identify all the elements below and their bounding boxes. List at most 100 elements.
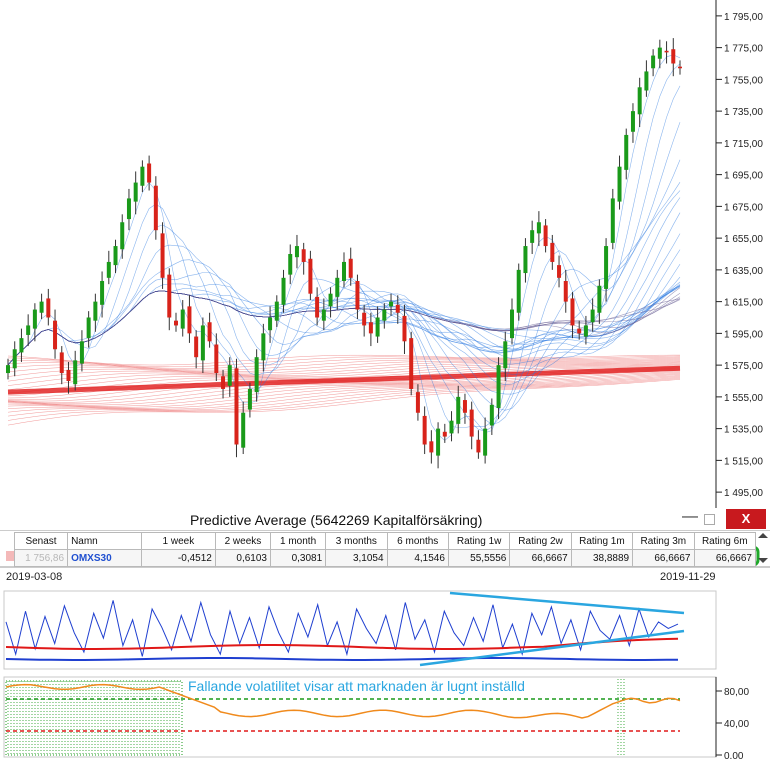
candle-body [73,360,78,385]
y-tick-label: 1 715,00 [724,139,763,150]
candle-body [6,365,10,374]
col-header[interactable]: 1 month [269,532,327,550]
red-average-line [5,637,679,650]
red-ma-line [7,378,681,421]
col-header[interactable]: Rating 1m [570,532,634,550]
red-ma-line [7,376,681,413]
candle-body [100,280,105,305]
candle-body [368,322,373,334]
red-ma-line [7,370,681,405]
candle-body [86,317,91,339]
volatility-line [5,600,679,657]
y-tick-label: 1 595,00 [724,329,763,340]
candle-body [32,309,37,329]
candle-body [214,344,219,374]
plot-area [0,0,716,508]
red-ma-line [7,371,681,406]
candle-body [462,400,467,413]
candle-body [301,249,306,262]
candle-body [389,301,394,307]
red-ma-line [8,373,681,408]
col-header[interactable]: 6 months [386,532,449,550]
candle-body [93,301,98,321]
candle-body [147,163,152,183]
candle-body [651,55,656,69]
col-header[interactable]: Rating 1w [447,532,511,550]
candle-body [543,225,548,247]
main-price-chart: 1 795,00 1 775,00 1 755,00 1 735,00 1 715,00… [0,0,764,508]
col-header[interactable]: 3 months [325,532,388,550]
candle-body [221,376,226,389]
cell-rating-1m: 38,8889 [570,549,634,567]
red-ma-line [7,374,681,409]
cell-2weeks: 0,6103 [214,549,272,567]
candle-body [624,134,629,170]
col-header[interactable]: 1 week [140,532,216,550]
cell-1month: 0,3081 [269,549,327,567]
candle-body [516,269,521,313]
candle-body [160,233,165,278]
candle-body [140,166,145,186]
candle-body [409,338,414,389]
candle-body [637,87,642,115]
candle-body [536,222,541,234]
candle-body [604,246,609,289]
blue-base-line [5,657,679,661]
maximize-button[interactable] [704,514,715,525]
y-tick-label: 1 755,00 [724,75,763,86]
candle-body [261,333,266,361]
candle-body [583,325,588,337]
candle-body [294,246,299,258]
table-row[interactable]: 1 756,86 OMXS30 -0,4512 0,6103 0,3081 3,… [13,549,756,567]
table-header-row: Senast Namn 1 week 2 weeks 1 month 3 mon… [13,532,756,550]
candle-body [120,222,125,250]
minimize-button[interactable]: — [682,508,698,525]
candle-body [489,404,494,426]
end-date: 2019-11-29 [660,571,716,583]
candle-body [644,71,649,91]
candle-body [355,280,360,310]
col-header[interactable]: Senast [13,532,69,550]
candle-body [126,198,131,220]
price-axis-ticks: 1 795,00 1 775,00 1 755,00 1 735,00 1 715,00… [716,12,763,499]
candle-body [557,265,562,278]
candle-body [187,306,192,334]
volatility-annotation: Fallande volatilitet visar att marknaden… [188,678,525,694]
candle-body [415,392,420,413]
col-header[interactable]: 2 weeks [214,532,272,550]
y-tick-label: 0,00 [724,751,744,759]
y-tick-label: 1 735,00 [724,107,763,118]
candle-body [46,298,51,318]
col-header[interactable]: Rating 3m [632,532,695,550]
candle-body [79,341,84,364]
date-range-row: 2019-03-08 2019-11-29 [0,569,770,585]
candle-body [610,198,615,243]
cell-6months: 4,1546 [386,549,449,567]
candle-body [597,285,602,313]
close-button[interactable]: X [726,509,766,529]
y-tick-label: 1 535,00 [724,425,763,436]
candle-body [328,293,333,307]
candle-body [678,66,682,69]
col-header[interactable]: Rating 6m [693,532,756,550]
candle-body [382,309,387,321]
lower-trendline [419,629,685,667]
red-ma-line [7,363,681,390]
y-tick-label: 1 635,00 [724,266,763,277]
cell-namn[interactable]: OMXS30 [67,549,142,567]
cell-rating-1w: 55,5556 [447,549,511,567]
rating-table: Senast Namn 1 week 2 weeks 1 month 3 mon… [0,530,770,568]
col-header[interactable]: Rating 2w [509,532,572,550]
candle-body [254,357,259,393]
blue-ma-line [7,290,681,366]
red-ma-line [7,362,681,386]
y-tick-label: 1 555,00 [724,393,763,404]
zone-box [5,680,183,756]
candle-body [550,242,555,262]
red-ma-line [7,372,681,407]
candle-body [523,246,528,274]
candle-body [106,261,111,278]
candle-body [342,261,346,281]
candle-body [664,50,669,53]
col-header[interactable]: Namn [67,532,142,550]
